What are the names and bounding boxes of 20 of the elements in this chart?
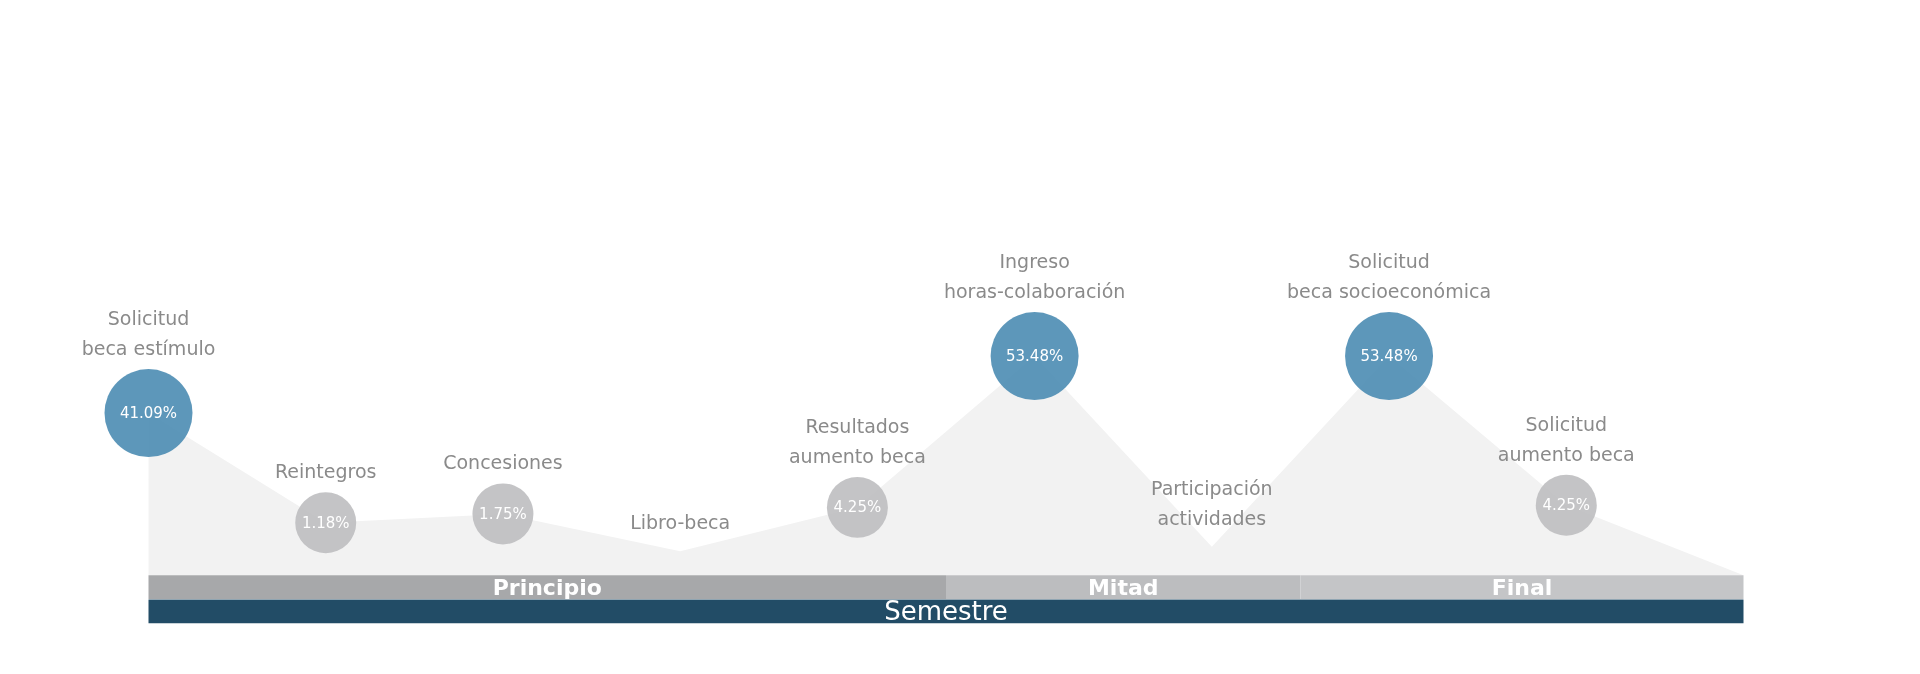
x-tick-label: Resultados aumento beca <box>788 415 926 467</box>
annotation: 4.25% <box>1542 496 1591 515</box>
annotation: 1.75% <box>479 504 527 523</box>
x-tick-label: Solicitud beca socioeconómica <box>1287 250 1492 303</box>
annotation: Mitad <box>1087 574 1159 600</box>
annotation: 53.48% <box>1006 347 1064 366</box>
x-tick-label: Concesiones <box>443 451 563 474</box>
x-tick-label: Libro-beca <box>630 511 731 534</box>
annotation: 41.09% <box>119 404 178 423</box>
x-tick-label: Solicitud aumento beca <box>1497 412 1635 465</box>
x-tick-label: Reintegros <box>274 460 377 483</box>
text: Semestre <box>884 596 1008 627</box>
x-tick-label: Participación actividades <box>1151 477 1273 529</box>
annotation: Principio <box>492 574 602 600</box>
annotation: Final <box>1491 574 1553 600</box>
x-tick-label: Ingreso horas-colaboración <box>943 250 1126 303</box>
x-tick-label: Solicitud beca estímulo <box>81 307 216 360</box>
annotation: 1.18% <box>301 513 350 532</box>
annotation: 53.48% <box>1360 347 1418 366</box>
annotation: 4.25% <box>833 498 882 517</box>
